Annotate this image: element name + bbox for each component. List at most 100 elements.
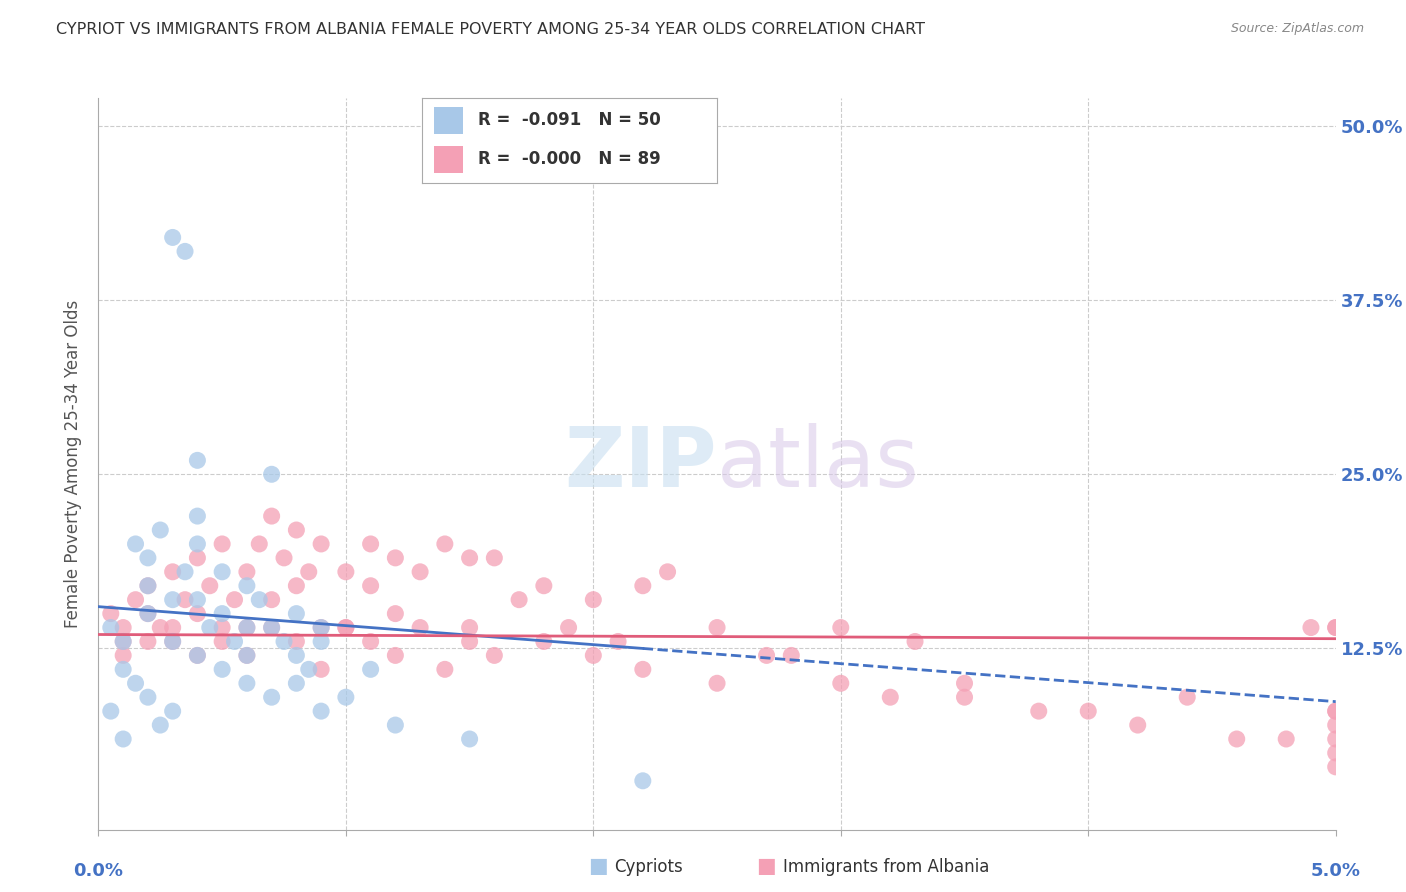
Point xyxy=(124,676,146,690)
Point xyxy=(162,704,184,718)
Point xyxy=(458,634,481,648)
Point xyxy=(112,731,135,746)
Point xyxy=(198,579,221,593)
Text: R =  -0.091   N = 50: R = -0.091 N = 50 xyxy=(478,112,661,129)
Point xyxy=(582,592,605,607)
Point xyxy=(260,621,283,635)
Point xyxy=(236,648,259,663)
Point xyxy=(112,648,135,663)
Point xyxy=(136,607,159,621)
Point xyxy=(247,537,270,551)
Point xyxy=(533,634,555,648)
Point xyxy=(1299,621,1322,635)
Point xyxy=(657,565,679,579)
Point xyxy=(112,621,135,635)
Point xyxy=(360,662,382,676)
Point xyxy=(224,634,246,648)
Point xyxy=(409,621,432,635)
Point xyxy=(335,690,357,705)
Point xyxy=(1126,718,1149,732)
Point xyxy=(124,592,146,607)
Text: Immigrants from Albania: Immigrants from Albania xyxy=(783,858,990,876)
Point xyxy=(100,607,122,621)
Point xyxy=(582,648,605,663)
Point xyxy=(186,648,208,663)
Y-axis label: Female Poverty Among 25-34 Year Olds: Female Poverty Among 25-34 Year Olds xyxy=(65,300,83,628)
Point xyxy=(186,537,208,551)
Point xyxy=(285,648,308,663)
Text: ZIP: ZIP xyxy=(565,424,717,504)
Point xyxy=(1324,760,1347,774)
Point xyxy=(360,634,382,648)
Point xyxy=(384,648,406,663)
Point xyxy=(211,537,233,551)
Text: 0.0%: 0.0% xyxy=(73,862,124,880)
Point xyxy=(706,676,728,690)
Point xyxy=(285,634,308,648)
Point xyxy=(508,592,530,607)
Point xyxy=(607,634,630,648)
Point xyxy=(136,579,159,593)
Point xyxy=(162,592,184,607)
Point xyxy=(1324,718,1347,732)
Point xyxy=(211,621,233,635)
Point xyxy=(1028,704,1050,718)
Point xyxy=(236,648,259,663)
Point xyxy=(631,579,654,593)
Point xyxy=(409,565,432,579)
Point xyxy=(149,523,172,537)
Text: atlas: atlas xyxy=(717,424,918,504)
Point xyxy=(484,648,506,663)
Point xyxy=(174,592,197,607)
Point xyxy=(557,621,579,635)
Point xyxy=(298,662,321,676)
Point xyxy=(112,634,135,648)
Point xyxy=(384,550,406,565)
Point xyxy=(953,676,976,690)
Point xyxy=(533,579,555,593)
Point xyxy=(309,704,332,718)
Point xyxy=(879,690,901,705)
Point xyxy=(433,662,456,676)
Point xyxy=(433,537,456,551)
Point xyxy=(211,607,233,621)
Text: R =  -0.000   N = 89: R = -0.000 N = 89 xyxy=(478,150,661,168)
Point xyxy=(309,634,332,648)
Point xyxy=(1077,704,1099,718)
Point xyxy=(285,523,308,537)
Point xyxy=(198,621,221,635)
Point xyxy=(1324,746,1347,760)
Point xyxy=(136,634,159,648)
Point xyxy=(224,592,246,607)
Point xyxy=(247,592,270,607)
Point xyxy=(186,550,208,565)
Point xyxy=(236,621,259,635)
Point xyxy=(298,565,321,579)
Point xyxy=(830,676,852,690)
Point xyxy=(162,230,184,244)
Point xyxy=(1226,731,1249,746)
Point xyxy=(186,607,208,621)
Point xyxy=(384,718,406,732)
Point xyxy=(162,634,184,648)
Point xyxy=(260,621,283,635)
Point xyxy=(186,648,208,663)
Point xyxy=(360,537,382,551)
Point xyxy=(285,579,308,593)
Point xyxy=(830,621,852,635)
Point xyxy=(149,621,172,635)
Point xyxy=(260,592,283,607)
Point xyxy=(236,579,259,593)
Point xyxy=(260,690,283,705)
Text: ■: ■ xyxy=(588,856,607,876)
Point xyxy=(285,607,308,621)
Point xyxy=(309,621,332,635)
Text: Source: ZipAtlas.com: Source: ZipAtlas.com xyxy=(1230,22,1364,36)
Text: CYPRIOT VS IMMIGRANTS FROM ALBANIA FEMALE POVERTY AMONG 25-34 YEAR OLDS CORRELAT: CYPRIOT VS IMMIGRANTS FROM ALBANIA FEMAL… xyxy=(56,22,925,37)
Point xyxy=(484,550,506,565)
Point xyxy=(755,648,778,663)
Point xyxy=(124,537,146,551)
Point xyxy=(211,565,233,579)
Point xyxy=(236,676,259,690)
Point xyxy=(953,690,976,705)
